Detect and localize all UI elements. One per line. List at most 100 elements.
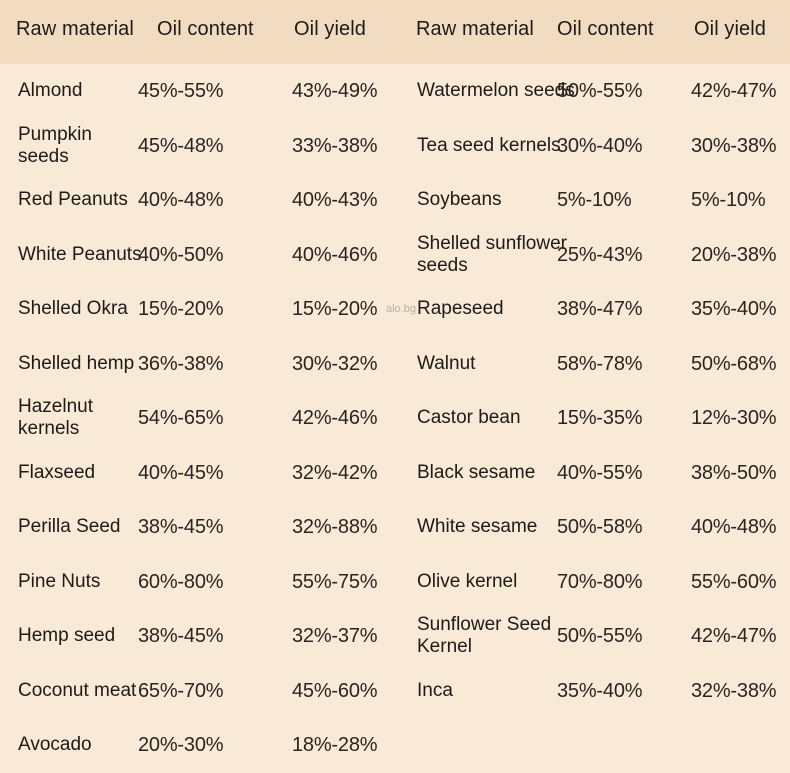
oil-content-cell: 36%-38% <box>138 352 224 375</box>
oil-content-cell: 15%-20% <box>138 298 224 321</box>
raw-material-cell: Coconut meat <box>18 679 137 701</box>
oil-yield-cell: 40%-46% <box>292 243 378 266</box>
oil-yield-cell: 43%-49% <box>292 80 378 103</box>
oil-content-cell: 40%-48% <box>138 189 224 212</box>
table-row: Tea seed kernels 30%-40% 30%-38% <box>405 119 790 173</box>
oil-content-cell: 5%-10% <box>557 189 632 212</box>
oil-content-cell: 45%-48% <box>138 134 224 157</box>
table-row: Flaxseed 40%-45% 32%-42% <box>0 446 400 500</box>
raw-material-cell: Walnut <box>417 352 476 374</box>
oil-content-cell: 38%-47% <box>557 298 643 321</box>
raw-material-cell: Shelled sunflower seeds <box>417 232 567 276</box>
raw-material-cell: Watermelon seeds <box>417 80 575 102</box>
oil-content-cell: 38%-45% <box>138 625 224 648</box>
table-row: Watermelon seeds 50%-55% 42%-47% <box>405 64 790 118</box>
raw-material-cell: Hazelnut kernels <box>18 396 93 440</box>
raw-material-cell: Avocado <box>18 734 92 756</box>
oil-content-cell: 20%-30% <box>138 734 224 757</box>
oil-yield-cell: 35%-40% <box>691 298 777 321</box>
raw-material-cell: Red Peanuts <box>18 189 128 211</box>
raw-material-cell: Shelled Okra <box>18 298 128 320</box>
oil-yield-cell: 32%-38% <box>691 679 777 702</box>
oil-yield-cell: 32%-37% <box>292 625 378 648</box>
table-row: Walnut 58%-78% 50%-68% <box>405 337 790 391</box>
raw-material-cell: Flaxseed <box>18 461 96 483</box>
oil-content-cell: 60%-80% <box>138 570 224 593</box>
oil-yield-cell: 18%-28% <box>292 734 378 757</box>
oil-yield-cell: 42%-46% <box>292 407 378 430</box>
watermark: alo.bg <box>386 303 416 315</box>
raw-material-cell: Almond <box>18 80 83 102</box>
raw-material-cell: Rapeseed <box>417 298 504 320</box>
table-body: Almond 45%-55% 43%-49% Pumpkin seeds 45%-48%… <box>0 64 790 768</box>
oil-content-cell: 40%-45% <box>138 461 224 484</box>
table-row: White sesame 50%-58% 40%-48% <box>405 500 790 554</box>
table-row: Shelled Okra 15%-20% 15%-20% <box>0 282 400 336</box>
oil-yield-cell: 55%-75% <box>292 570 378 593</box>
raw-material-cell: Perilla Seed <box>18 516 121 538</box>
table-row: Pine Nuts 60%-80% 55%-75% <box>0 555 400 609</box>
raw-material-cell: Inca <box>417 679 453 701</box>
oil-yield-cell: 40%-48% <box>691 516 777 539</box>
oil-content-cell: 40%-50% <box>138 243 224 266</box>
oil-yield-cell: 32%-42% <box>292 461 378 484</box>
oil-content-cell: 40%-55% <box>557 461 643 484</box>
oil-content-cell: 50%-55% <box>557 625 643 648</box>
oil-yield-cell: 15%-20% <box>292 298 378 321</box>
oil-content-cell: 25%-43% <box>557 243 643 266</box>
oil-content-cell: 38%-45% <box>138 516 224 539</box>
oil-yield-cell: 50%-68% <box>691 352 777 375</box>
raw-material-cell: Pine Nuts <box>18 570 101 592</box>
table-row: White Peanuts 40%-50% 40%-46% <box>0 228 400 282</box>
table-row: Rapeseed 38%-47% 35%-40% <box>405 282 790 336</box>
table-row: Coconut meat 65%-70% 45%-60% <box>0 664 400 718</box>
header-oil-yield-left: Oil yield <box>294 18 367 40</box>
table-row: Soybeans 5%-10% 5%-10% <box>405 173 790 227</box>
header-oil-content-left: Oil content <box>157 18 254 40</box>
raw-material-cell: Hemp seed <box>18 625 116 647</box>
raw-material-cell: Shelled hemp <box>18 352 135 374</box>
raw-material-cell: Olive kernel <box>417 570 518 592</box>
table-row: Hazelnut kernels 54%-65% 42%-46% <box>0 391 400 445</box>
raw-material-cell: Castor bean <box>417 407 521 429</box>
oil-content-cell: 65%-70% <box>138 679 224 702</box>
table-row: Avocado 20%-30% 18%-28% <box>0 718 400 772</box>
oil-content-cell: 15%-35% <box>557 407 643 430</box>
raw-material-cell: White Peanuts <box>18 243 142 265</box>
header-oil-yield-right: Oil yield <box>694 18 767 40</box>
header-oil-content-right: Oil content <box>557 18 654 40</box>
raw-material-cell: Sunflower Seed Kernel <box>417 614 552 658</box>
oil-yield-cell: 30%-38% <box>691 134 777 157</box>
oil-yield-cell: 40%-43% <box>292 189 378 212</box>
table-row: Black sesame 40%-55% 38%-50% <box>405 446 790 500</box>
raw-material-cell: Black sesame <box>417 461 536 483</box>
table-row: Red Peanuts 40%-48% 40%-43% <box>0 173 400 227</box>
oil-yield-cell: 38%-50% <box>691 461 777 484</box>
table-row: Almond 45%-55% 43%-49% <box>0 64 400 118</box>
oil-content-cell: 35%-40% <box>557 679 643 702</box>
raw-material-cell: Pumpkin seeds <box>18 123 92 167</box>
header-raw-material-right: Raw material <box>416 18 534 40</box>
table-row: Castor bean 15%-35% 12%-30% <box>405 391 790 445</box>
table-row: Shelled sunflower seeds 25%-43% 20%-38% <box>405 228 790 282</box>
oil-yield-cell: 5%-10% <box>691 189 766 212</box>
table-row: Perilla Seed 38%-45% 32%-88% <box>0 500 400 554</box>
oil-yield-cell: 45%-60% <box>292 679 378 702</box>
table-row: Pumpkin seeds 45%-48% 33%-38% <box>0 119 400 173</box>
oil-yield-cell: 32%-88% <box>292 516 378 539</box>
table-row: Sunflower Seed Kernel 50%-55% 42%-47% <box>405 609 790 663</box>
raw-material-cell: Soybeans <box>417 189 502 211</box>
oil-content-cell: 54%-65% <box>138 407 224 430</box>
oil-content-cell: 30%-40% <box>557 134 643 157</box>
oil-yield-cell: 30%-32% <box>292 352 378 375</box>
oil-yield-cell: 12%-30% <box>691 407 777 430</box>
table-row: Olive kernel 70%-80% 55%-60% <box>405 555 790 609</box>
oil-yield-cell: 42%-47% <box>691 80 777 103</box>
raw-material-cell: White sesame <box>417 516 538 538</box>
oil-content-cell: 50%-58% <box>557 516 643 539</box>
oil-content-cell: 50%-55% <box>557 80 643 103</box>
header-raw-material-left: Raw material <box>16 18 134 40</box>
table-row: Inca 35%-40% 32%-38% <box>405 664 790 718</box>
table-row: Hemp seed 38%-45% 32%-37% <box>0 609 400 663</box>
oil-yield-cell: 20%-38% <box>691 243 777 266</box>
